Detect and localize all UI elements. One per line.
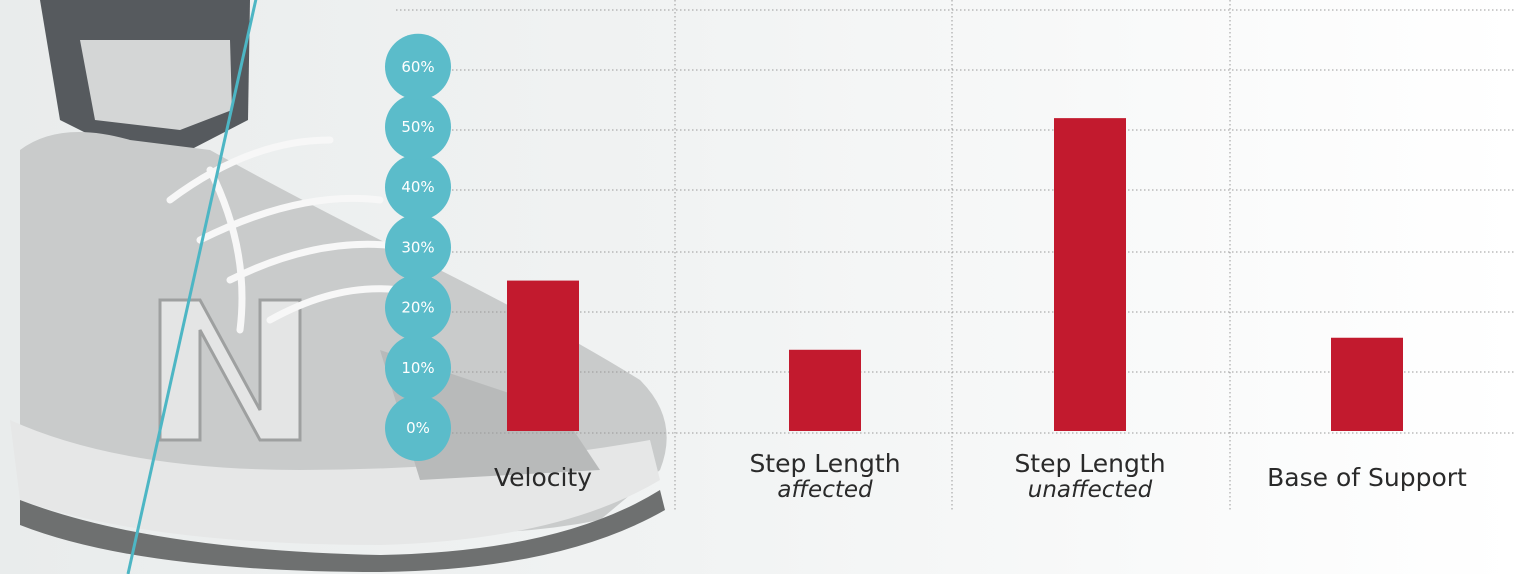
y-tick-label: 40% — [401, 178, 434, 196]
y-tick-badge: 30% — [385, 214, 451, 281]
y-tick-circle — [385, 33, 451, 100]
gridlines — [396, 0, 1516, 512]
x-label-sub: unaffected — [1028, 477, 1153, 503]
x-label-main: Step Length — [1014, 449, 1165, 478]
y-tick-badge: 10% — [385, 334, 451, 401]
y-tick-circle — [385, 334, 451, 401]
y-axis-ticks: 0% 10% 20% 30% 40% 50% 60% — [385, 33, 451, 461]
bar-3 — [1054, 118, 1126, 431]
y-tick-label: 20% — [401, 299, 434, 317]
y-tick-badge: 50% — [385, 94, 451, 160]
x-label-main: Velocity — [494, 463, 592, 492]
y-tick-label: 50% — [401, 118, 434, 136]
y-tick-label: 10% — [401, 359, 434, 377]
y-tick-circle — [385, 395, 451, 461]
y-tick-label: 30% — [401, 238, 434, 256]
bar-4 — [1331, 337, 1403, 431]
x-label-main: Step Length — [749, 449, 900, 478]
y-tick-badge: 40% — [385, 154, 451, 221]
y-tick-badge: 60% — [385, 33, 451, 100]
y-tick-circle — [385, 94, 451, 160]
bar-1 — [507, 280, 579, 431]
x-label-main: Base of Support — [1267, 463, 1467, 492]
y-tick-circle — [385, 214, 451, 281]
x-label-sub: affected — [777, 477, 873, 503]
bar-2 — [789, 349, 861, 431]
y-tick-badge: 0% — [385, 395, 451, 461]
y-tick-label: 60% — [401, 58, 434, 76]
bars — [507, 118, 1403, 431]
y-tick-circle — [385, 154, 451, 221]
y-tick-label: 0% — [406, 419, 430, 437]
y-tick-circle — [385, 274, 451, 341]
accent-diagonal-line — [126, 0, 258, 574]
y-tick-badge: 20% — [385, 274, 451, 341]
